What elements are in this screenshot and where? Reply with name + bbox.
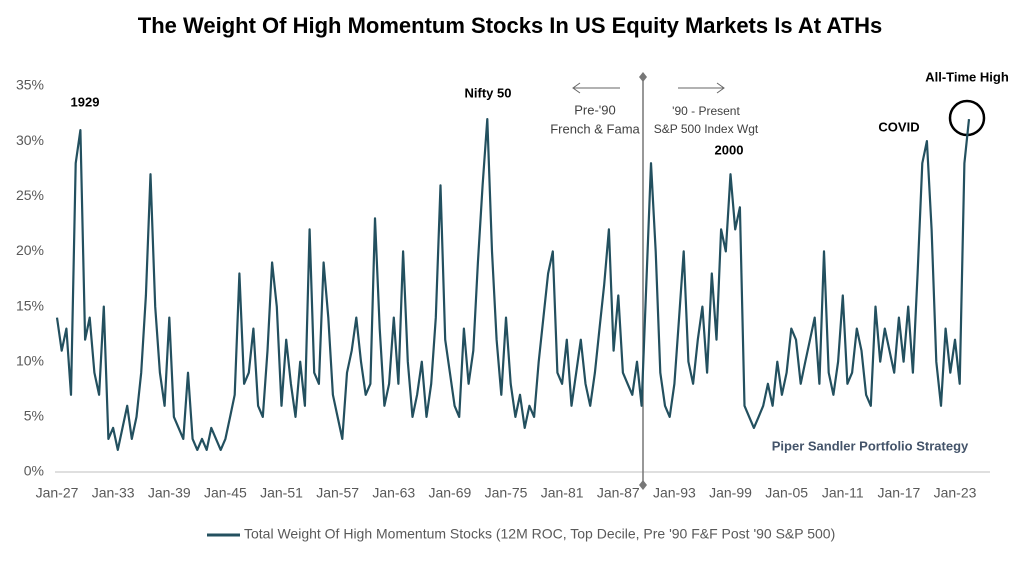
x-tick-label: Jan-63 [372,485,415,501]
y-tick-label: 0% [24,463,44,479]
y-tick-label: 10% [16,352,44,368]
annotation: Pre-'90 [574,102,616,117]
x-tick-label: Jan-05 [765,485,808,501]
series-line [55,118,971,451]
x-tick-label: Jan-93 [653,485,696,501]
x-tick-label: Jan-69 [428,485,471,501]
x-tick-label: Jan-81 [541,485,584,501]
y-tick-label: 25% [16,187,44,203]
y-tick-label: 30% [16,132,44,148]
x-tick-label: Jan-45 [204,485,247,501]
x-tick-label: Jan-99 [709,485,752,501]
annotation: All-Time High [925,69,1009,84]
x-tick-label: Jan-75 [485,485,528,501]
y-tick-label: 5% [24,408,44,424]
x-tick-label: Jan-27 [36,485,79,501]
legend-label: Total Weight Of High Momentum Stocks (12… [244,526,835,542]
x-tick-label: Jan-57 [316,485,359,501]
x-tick-label: Jan-23 [934,485,977,501]
x-tick-label: Jan-11 [822,485,864,501]
annotation: S&P 500 Index Wgt [654,122,759,136]
annotation: 2000 [715,142,744,157]
x-tick-label: Jan-87 [597,485,640,501]
annotation: Piper Sandler Portfolio Strategy [772,438,969,453]
x-tick-label: Jan-51 [260,485,303,501]
x-tick-label: Jan-17 [877,485,920,501]
annotation: 1929 [71,94,100,109]
y-tick-label: 15% [16,297,44,313]
annotation: Nifty 50 [465,85,512,100]
x-tick-label: Jan-39 [148,485,191,501]
annotation: '90 - Present [672,104,740,118]
arrows [572,82,725,94]
annotation: COVID [878,119,919,134]
y-tick-label: 35% [16,77,44,93]
y-tick-label: 20% [16,242,44,258]
annotation: French & Fama [550,121,640,136]
chart-title: The Weight Of High Momentum Stocks In US… [138,13,882,38]
x-tick-label: Jan-33 [92,485,135,501]
